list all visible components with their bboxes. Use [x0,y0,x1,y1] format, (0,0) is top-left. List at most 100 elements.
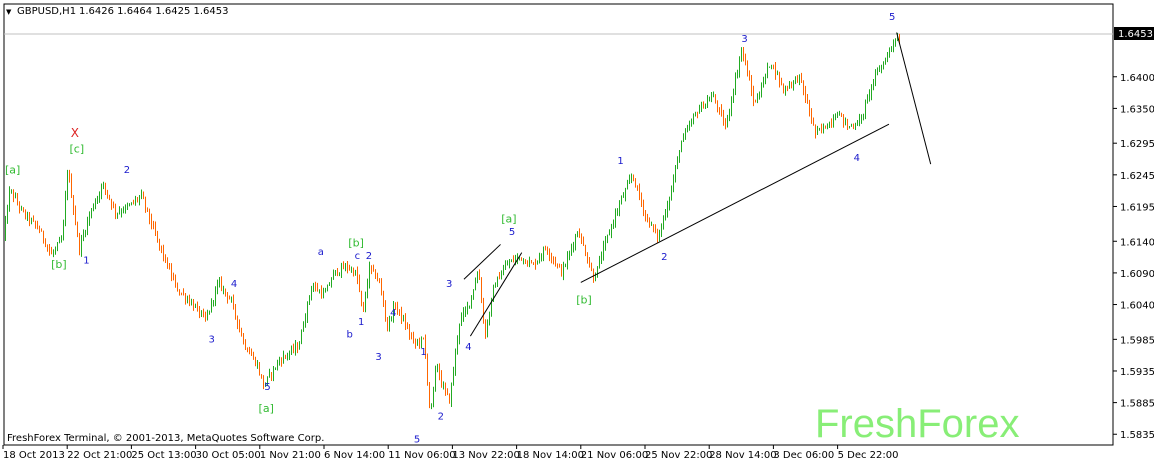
candle-body [641,196,642,204]
candle-body [711,96,712,101]
candle-body [275,367,276,369]
candle-body [41,230,42,232]
candle-body [225,288,226,293]
candle-body [517,257,518,260]
candle-body [751,80,752,91]
candle-body [689,125,690,128]
candle-body [381,281,382,294]
candle-body [893,42,894,47]
candle-body [535,263,536,265]
candle-body [363,302,364,309]
candle-body [233,298,234,306]
candle-body [215,289,216,301]
candle-body [355,271,356,275]
candle-body [167,257,168,268]
candle-body [541,255,542,258]
candle-body [227,292,228,299]
candle-body [313,287,314,289]
candle-body [557,264,558,266]
x-tick-label: 6 Nov 14:00 [324,450,385,461]
candle-body [279,360,280,363]
wave-label: 4 [854,153,860,164]
y-tick-label: 1.5935 [1120,367,1154,378]
candle-body [77,223,78,235]
candle-body [545,248,546,250]
candle-body [471,295,472,306]
wave-label: 4 [390,308,396,319]
brand-watermark: FreshForex [815,402,1020,446]
candle-body [589,261,590,266]
candle-body [293,348,294,351]
candle-body [335,270,336,273]
candle-body [505,265,506,270]
candle-body [207,313,208,319]
candle-body [899,38,900,44]
candle-body [665,214,666,219]
candle-body [99,194,100,198]
y-tick-label: 1.6140 [1120,237,1154,248]
candle-body [45,239,46,246]
candle-body [137,199,138,201]
candle-body [173,276,174,280]
trend-line [580,123,890,283]
candle-body [201,312,202,315]
candle-body [105,183,106,190]
candle-body [483,301,484,321]
candle-body [765,75,766,79]
candle-body [113,205,114,207]
candle-body [707,100,708,104]
symbol-timeframe: GBPUSD,H1 [17,6,76,17]
candle-body [51,250,52,255]
candle-body [193,302,194,308]
candle-body [701,104,702,110]
candle-body [621,197,622,204]
dropdown-icon[interactable]: ▼ [6,8,12,16]
candle-body [223,288,224,290]
candle-body [213,300,214,302]
candle-body [817,129,818,134]
candle-body [61,238,62,241]
candle-body [877,71,878,74]
candle-body [479,273,480,280]
candle-body [199,307,200,315]
candle-body [879,70,880,72]
wave-label: [c] [70,143,85,156]
candle-body [187,299,188,301]
candle-body [195,306,196,308]
candle-body [675,167,676,180]
candle-body [777,74,778,76]
candle-body [395,306,396,308]
candle-body [845,121,846,123]
candle-body [67,173,68,197]
candle-body [721,109,722,115]
candle-body [819,128,820,130]
candle-body [353,269,354,275]
candle-body [367,283,368,297]
candle-body [565,264,566,267]
x-tick-label: 18 Oct 2013 [3,450,65,461]
candle-body [417,341,418,344]
candle-body [69,173,70,179]
y-tick-label: 1.5985 [1120,335,1154,346]
candle-body [419,341,420,344]
wave-label: 3 [208,335,214,346]
candle-body [17,197,18,204]
candle-body [407,326,408,328]
candle-body [37,224,38,228]
candle-body [33,219,34,222]
candle-body [693,115,694,121]
candle-body [447,390,448,394]
candle-body [857,124,858,126]
candle-body [639,187,640,197]
candle-body [453,370,454,385]
candle-body [671,188,672,199]
candle-body [789,84,790,89]
candle-body [473,289,474,296]
candle-body [385,305,386,318]
candle-body [241,328,242,337]
candle-body [133,202,134,204]
candle-body [685,131,686,136]
candle-body [109,195,110,200]
candle-body [301,330,302,344]
